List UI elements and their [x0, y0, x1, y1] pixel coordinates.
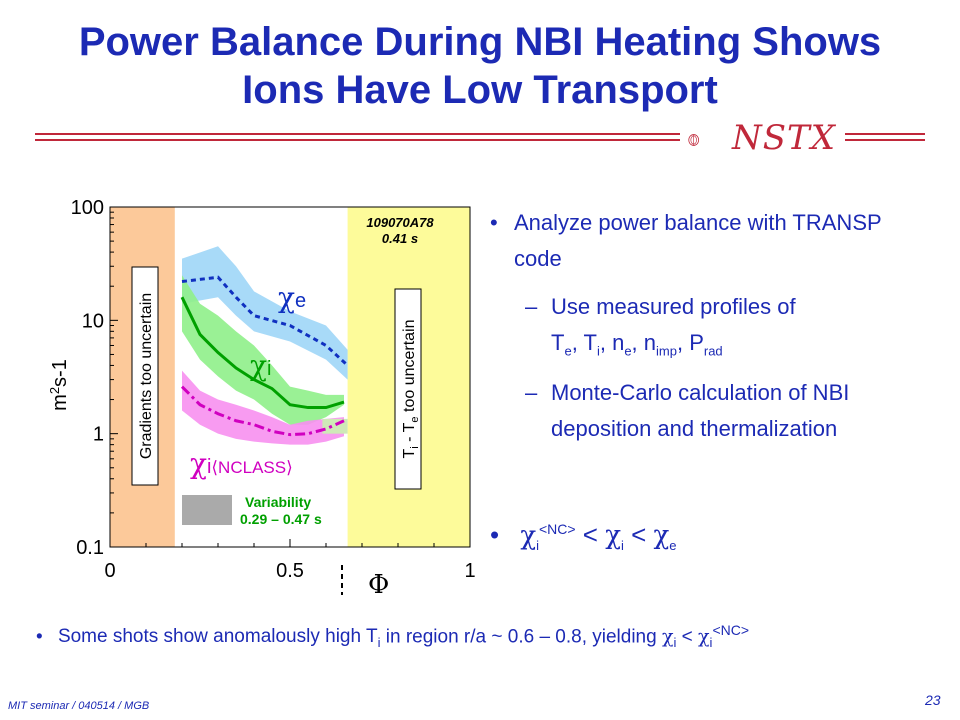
bullet-transp-text: Analyze power balance with TRANSP code — [514, 210, 882, 271]
title-rule-left-bottom — [35, 139, 680, 141]
right-region-label-part: T — [401, 449, 418, 459]
variability-label: Variability — [245, 494, 311, 510]
bottom-chi-2-sub: i — [709, 635, 713, 651]
x-tick-label: 0.5 — [276, 560, 304, 582]
profiles-prad: , P — [676, 330, 704, 355]
y-axis-label-part: m — [49, 394, 71, 411]
x-tick-label: 1 — [464, 560, 475, 582]
title-rule-right-bottom — [845, 139, 925, 141]
chi-i-label-sub: i — [267, 358, 271, 380]
profiles-ne-sub: e — [624, 343, 632, 359]
bottom-chi-1-sub: i — [673, 635, 677, 651]
y-tick-label: 0.1 — [76, 537, 104, 559]
right-region-label-part: e — [409, 416, 421, 422]
subbullet-monte-carlo: – Monte-Carlo calculation of NBI deposit… — [525, 375, 915, 447]
right-region-label-part: - T — [401, 422, 418, 446]
profiles-ti: , T — [571, 330, 597, 355]
subbullet-profiles: – Use measured profiles of Te, Ti, ne, n… — [525, 289, 915, 369]
subbullet-marker: – — [525, 294, 538, 319]
left-region-label-box — [131, 266, 159, 486]
title-rule-left-top — [35, 133, 680, 135]
chi-i-label: χi — [250, 349, 271, 382]
profiles-ti-sub: i — [596, 343, 600, 359]
subbullet-profiles-text: Use measured profiles of Te, Ti, ne, nim… — [551, 289, 915, 369]
right-region-label-part: too uncertain — [401, 319, 418, 416]
bottom-bullet: • Some shots show anomalously high Ti in… — [36, 616, 956, 657]
chi-i-symbol: χ — [605, 520, 621, 551]
chi-i-nclass-label-rest: ⟨NCLASS⟩ — [211, 458, 292, 477]
nstx-logo-icon — [688, 134, 699, 146]
y-axis-label: m2s-1 — [47, 359, 71, 411]
shot-label: 109070A78 — [366, 215, 434, 230]
profiles-nimp-sub: imp — [656, 343, 677, 359]
variability-swatch — [182, 495, 232, 525]
bullet-marker: • — [490, 519, 500, 550]
series-band-2 — [182, 370, 344, 445]
profiles-line-1: Use measured profiles of — [551, 294, 796, 319]
variability-range: 0.29 – 0.47 s — [240, 511, 322, 527]
bottom-less: < — [676, 626, 699, 648]
bullet-transp: • Analyze power balance with TRANSP code — [490, 205, 920, 277]
y-axis-label-part: -1 — [49, 359, 71, 377]
right-region-label-box — [394, 288, 422, 490]
chi-i-nclass-label-sub: i — [207, 456, 211, 478]
series-line-0 — [181, 275, 349, 367]
chi-i-nclass-label: χi⟨NCLASS⟩ — [190, 447, 293, 480]
bullet-chi-ordering: • χi<NC> < χi < χe — [490, 511, 677, 564]
chi-nc-sup: <NC> — [539, 521, 576, 537]
series-line-1 — [180, 296, 345, 410]
chi-i-sub: i — [620, 537, 624, 553]
chi-less-1: < — [575, 519, 606, 550]
y-tick-label: 10 — [82, 310, 104, 332]
profiles-ne: , n — [599, 330, 625, 355]
bottom-chi-1: χ — [661, 625, 674, 648]
profiles-prad-sub: rad — [703, 343, 723, 359]
chi-less-2: < — [623, 519, 654, 550]
bottom-text-2: in region r/a ~ 0.6 – 0.8, yielding — [380, 626, 662, 648]
chi-e-symbol: χ — [653, 520, 670, 551]
footer-text: MIT seminar / 040514 / MGB — [8, 700, 150, 712]
y-axis-label-part: 2 — [47, 387, 62, 394]
chi-nc-symbol: χ — [520, 520, 537, 551]
subbullet-marker: – — [525, 380, 538, 405]
series-line-2 — [180, 385, 345, 437]
chi-e-sub: e — [669, 537, 677, 553]
profiles-nimp: , n — [631, 330, 657, 355]
title-rule-right-top — [845, 133, 925, 135]
x-axis-label: Φ — [368, 570, 389, 595]
chi-profile-chart: 100 10 1 0.10 0.5 1 Gradients too uncertain Ti… — [47, 197, 476, 595]
bullet-marker: • — [490, 210, 498, 235]
series-band-0 — [182, 246, 348, 380]
title-line-2: Ions Have Low Transport — [242, 68, 718, 112]
chi-nc-sub: i — [536, 537, 539, 553]
chi-e-label-sub: e — [295, 290, 306, 312]
bottom-bullet-marker: • — [36, 626, 43, 648]
subbullet-monte-carlo-text: Monte-Carlo calculation of NBI depositio… — [551, 380, 850, 441]
bottom-chi-2-sup: <NC> — [712, 622, 750, 638]
right-region-label: Ti - Te too uncertain — [401, 319, 421, 458]
right-region-label-part: i — [409, 446, 421, 448]
y-tick-label: 1 — [93, 424, 104, 446]
chi-e-label: χe — [278, 281, 306, 314]
chi-i-label-chi: χ — [250, 349, 267, 382]
time-label: 0.41 s — [382, 231, 418, 246]
x-tick-label: 0 — [104, 560, 115, 582]
left-region-label: Gradients too uncertain — [138, 293, 155, 459]
bottom-ti-sub: i — [377, 635, 381, 651]
bottom-text-1: Some shots show anomalously high T — [57, 626, 378, 648]
chi-e-label-chi: χ — [278, 281, 295, 314]
y-axis-label-part: s — [49, 377, 71, 387]
bottom-chi-2: χ — [698, 625, 710, 648]
title-line-1: Power Balance During NBI Heating Shows — [78, 20, 882, 64]
chi-i-nclass-label-chi: χ — [190, 447, 207, 480]
slide-title: Power Balance During NBI Heating Shows I… — [0, 18, 960, 114]
profiles-te: T — [551, 330, 565, 355]
page-number: 23 — [925, 692, 941, 708]
y-tick-label: 100 — [71, 197, 104, 219]
profiles-te-sub: e — [564, 343, 572, 359]
nstx-logo-text: NSTX — [732, 118, 836, 158]
